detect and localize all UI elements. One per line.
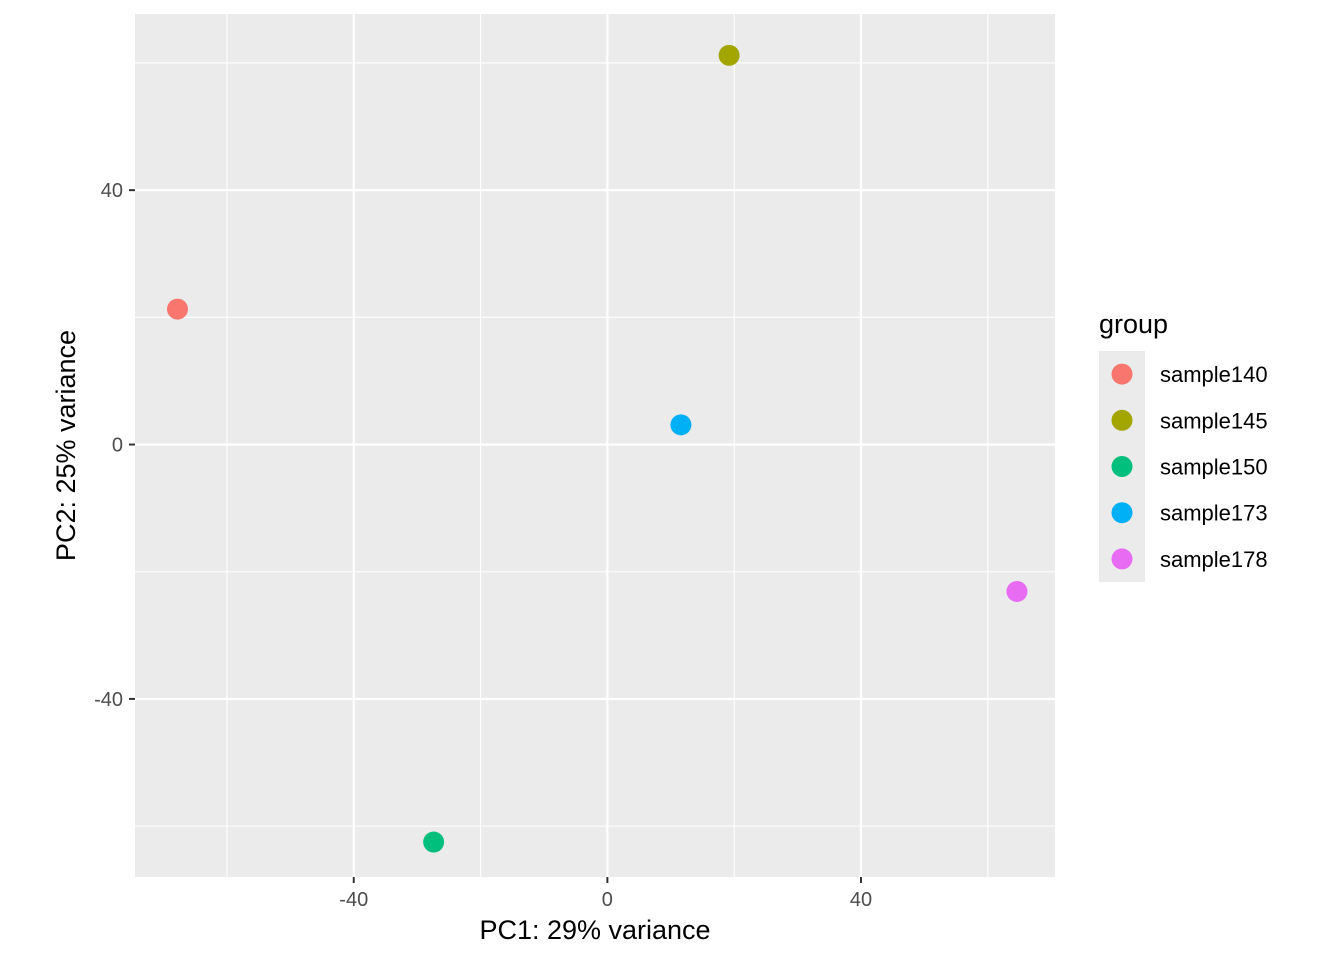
legend-key-sample178 [1111, 548, 1133, 570]
x-tick-label: -40 [339, 889, 368, 911]
y-axis: -40 0 40 [94, 180, 135, 711]
legend: group sample140sample145sample150sample1… [1099, 309, 1268, 582]
y-tick-label: 40 [101, 180, 123, 202]
legend-key-sample173 [1111, 502, 1133, 524]
y-tick-label: -40 [94, 689, 123, 711]
x-tick-label: 40 [850, 889, 872, 911]
legend-key-sample150 [1111, 456, 1133, 477]
legend-items: sample140 sample145 sample150 sample173 samp… [1111, 362, 1268, 572]
legend-label: sample145 [1160, 408, 1268, 433]
legend-label: sample178 [1160, 547, 1268, 572]
x-tick-label: 0 [602, 889, 613, 911]
data-point-sample145 [718, 44, 740, 66]
legend-key-sample140 [1111, 363, 1133, 385]
legend-key-sample145 [1111, 409, 1133, 431]
x-axis-title: PC1: 29% variance [479, 915, 710, 945]
data-points [166, 44, 1028, 853]
legend-label: sample140 [1160, 362, 1268, 387]
y-axis-title: PC2: 25% variance [51, 330, 81, 561]
legend-label: sample150 [1160, 455, 1268, 480]
data-point-sample178 [1006, 580, 1028, 602]
grid-major [135, 14, 1055, 877]
data-point-sample140 [166, 298, 188, 320]
y-tick-label: 0 [112, 435, 123, 457]
x-axis: -40 0 40 [339, 877, 872, 911]
data-point-sample150 [423, 831, 445, 853]
data-point-sample173 [670, 414, 692, 436]
legend-label: sample173 [1160, 501, 1268, 526]
legend-title: group [1099, 309, 1168, 339]
